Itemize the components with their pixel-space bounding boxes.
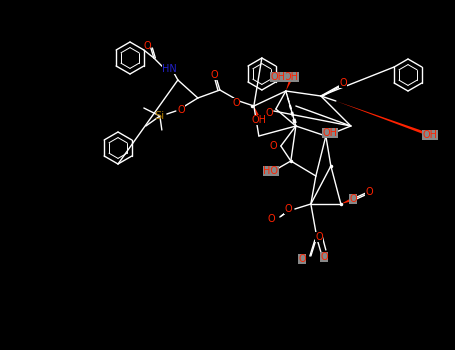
- Text: O: O: [177, 105, 185, 115]
- Text: O: O: [143, 41, 151, 51]
- Text: O: O: [269, 141, 277, 151]
- Text: OH: OH: [283, 72, 298, 82]
- Polygon shape: [336, 101, 430, 136]
- Text: O: O: [315, 232, 323, 242]
- Text: O: O: [349, 194, 357, 204]
- Text: O: O: [320, 252, 328, 262]
- Text: HO: HO: [263, 166, 278, 176]
- Text: O: O: [265, 108, 273, 118]
- Polygon shape: [286, 78, 292, 91]
- Text: O: O: [232, 98, 240, 108]
- Polygon shape: [341, 198, 351, 204]
- Polygon shape: [254, 106, 260, 119]
- Text: O: O: [267, 214, 275, 224]
- Text: OH: OH: [323, 128, 338, 138]
- Text: O: O: [298, 254, 306, 264]
- Text: Si: Si: [155, 111, 165, 121]
- Text: OH: OH: [251, 115, 266, 125]
- Text: HN: HN: [162, 64, 177, 74]
- Text: O: O: [210, 70, 217, 80]
- Text: O: O: [365, 187, 373, 197]
- Text: OH: OH: [423, 130, 438, 140]
- Text: O: O: [284, 204, 292, 214]
- Polygon shape: [272, 166, 283, 172]
- Text: O: O: [339, 78, 347, 88]
- Text: OH: OH: [270, 72, 285, 82]
